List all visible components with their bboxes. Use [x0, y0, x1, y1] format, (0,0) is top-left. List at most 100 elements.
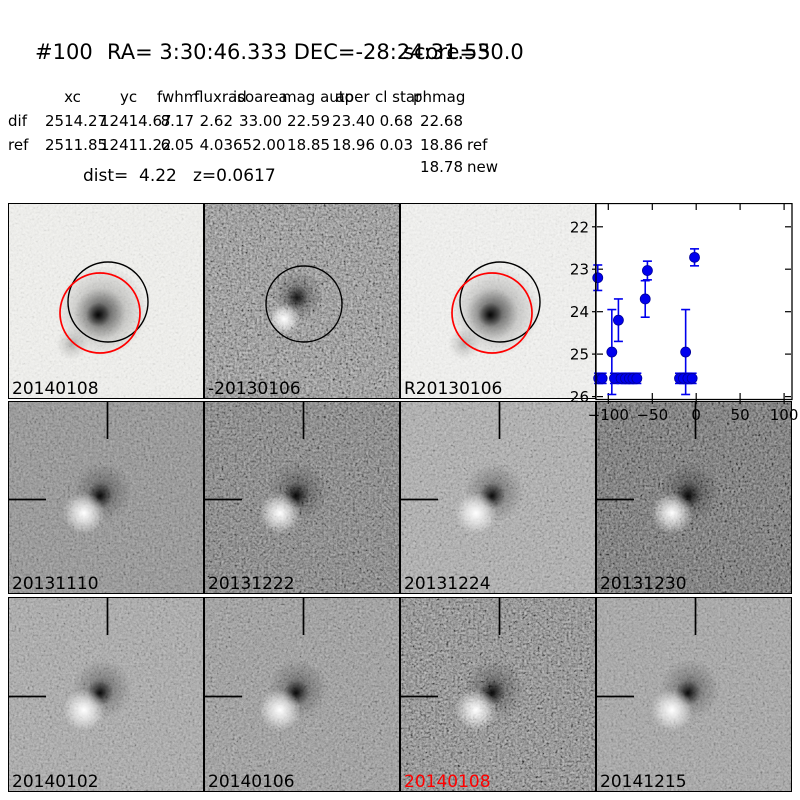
galaxy-core	[478, 303, 502, 327]
lightcurve-data-point	[592, 272, 604, 284]
cell-dif-phmag: 22.68	[420, 112, 463, 130]
panel-border	[400, 401, 596, 594]
col-header-mag-auto: mag auto	[282, 88, 354, 106]
cell-dif-aper: 23.40	[332, 112, 375, 130]
coordinates: RA= 3:30:46.333 DEC=-28:24:31.55	[107, 40, 491, 64]
negative-residual-core	[285, 286, 309, 310]
cutout-date-label: 20140102	[12, 772, 99, 792]
positive-residual	[651, 492, 693, 534]
lightcurve-plot: −100 −50 0 50 100 22 23 24 25 26	[556, 202, 800, 438]
cell-ref-aper: 18.96	[332, 136, 375, 154]
panel-border	[204, 401, 400, 594]
cutout-date-label: 20141215	[600, 772, 687, 792]
x-tick-label: −100	[588, 406, 629, 424]
aperture-circle-red	[59, 272, 141, 354]
lightcurve-data-point	[639, 293, 651, 305]
col-header-phmag: phmag	[413, 88, 466, 106]
dist-label: dist=	[83, 166, 129, 186]
lightcurve-data-point	[689, 251, 700, 263]
lightcurve-data-point	[686, 372, 698, 384]
cell-ref-isoarea: 652.00	[233, 136, 286, 154]
panel-border	[8, 203, 204, 399]
panel-border	[204, 203, 400, 399]
lightcurve-data-point	[642, 265, 653, 276]
panel-border	[8, 401, 204, 594]
cell-dif-fluxrad: 2.62	[199, 112, 233, 130]
col-header-cl-star: cl star	[375, 88, 422, 106]
cutout-date-label: -20130106	[208, 379, 301, 399]
galaxy-tail	[448, 328, 480, 360]
col-header-yc: yc	[119, 88, 138, 106]
cell-dif-mag-auto: 22.59	[287, 112, 330, 130]
panel-border	[204, 597, 400, 792]
cutout-date-label: 20131224	[404, 574, 491, 594]
cell-dif-cl-star: 0.68	[379, 112, 413, 130]
cutout-date-label: 20140106	[208, 772, 295, 792]
plot-frame	[595, 202, 793, 401]
redshift-value: z=0.0617	[193, 166, 276, 186]
lightcurve-data-point	[680, 346, 692, 358]
row-label-ref: ref	[8, 136, 29, 154]
col-header-isoarea: isoarea	[233, 88, 288, 106]
lightcurve-data-point	[606, 346, 618, 358]
x-tick-label: 50	[731, 406, 750, 424]
y-tick-label: 24	[570, 303, 589, 321]
positive-residual	[259, 689, 301, 731]
cell-dif-isoarea: 33.00	[239, 112, 282, 130]
panel-border	[400, 597, 596, 792]
cell-ref-fluxrad: 4.03	[199, 136, 233, 154]
panel-border	[596, 401, 792, 594]
cutout-panel-20140106: 20140106	[204, 597, 400, 792]
positive-residual	[455, 492, 497, 534]
positive-residual	[63, 689, 105, 731]
positive-residual	[259, 492, 301, 534]
aperture-circle-black	[265, 265, 343, 343]
y-tick-label: 25	[570, 346, 589, 364]
cell-ref-mag-auto: 18.85	[287, 136, 330, 154]
y-tick-label: 23	[570, 261, 589, 279]
cell-dif-fwhm: 8.17	[160, 112, 194, 130]
row-label-dif: dif	[8, 112, 27, 130]
lightcurve-data-point	[613, 314, 624, 326]
cutout-panel-20131222: 20131222	[204, 401, 400, 594]
cutout-date-label: 20131222	[208, 574, 295, 594]
panel-border	[596, 597, 792, 792]
cutout-date-label: 20131110	[12, 574, 99, 594]
galaxy-tail	[56, 328, 88, 360]
positive-residual	[651, 689, 693, 731]
cutout-date-label: 20140108	[12, 379, 99, 399]
cutout-panel-20141215: 20141215	[596, 597, 792, 792]
galaxy-core	[86, 303, 110, 327]
x-tick-label: 0	[691, 406, 701, 424]
cutout-date-label: 20131230	[600, 574, 687, 594]
lightcurve-data-point	[631, 372, 643, 384]
col-header-xc: xc	[64, 88, 81, 106]
cutout-date-label: R20130106	[404, 379, 502, 399]
y-tick-label: 26	[570, 388, 589, 406]
panel-border	[8, 597, 204, 792]
cutout-panel-20131224: 20131224	[400, 401, 596, 594]
cutout-panel-20131230: 20131230	[596, 401, 792, 594]
lightcurve-data-point	[596, 372, 608, 384]
row-suffix-ref: ref	[467, 136, 488, 154]
score: score=30.0	[403, 40, 524, 64]
cutout-panel--20130106: -20130106	[204, 203, 400, 399]
cell-ref-yc: 12411.22	[100, 136, 172, 154]
cutout-panel-20140102: 20140102	[8, 597, 204, 792]
phmag-new-suffix: new	[467, 158, 499, 176]
col-header-fwhm: fwhm	[157, 88, 199, 106]
aperture-circle-red	[451, 272, 533, 354]
positive-residual	[268, 303, 300, 335]
candidate-id: #100	[35, 40, 93, 64]
cell-dif-yc: 12414.67	[100, 112, 172, 130]
aperture-circle-black	[67, 261, 149, 343]
y-tick-label: 22	[570, 218, 589, 236]
positive-residual	[63, 492, 105, 534]
col-header-fluxrad: fluxrad	[194, 88, 247, 106]
aperture-circle-black	[459, 261, 541, 343]
cutout-date-label: 20140108	[404, 772, 491, 792]
cutout-panel-20140108: 20140108	[8, 203, 204, 399]
x-tick-label: 100	[770, 406, 799, 424]
plot-background	[596, 203, 792, 400]
